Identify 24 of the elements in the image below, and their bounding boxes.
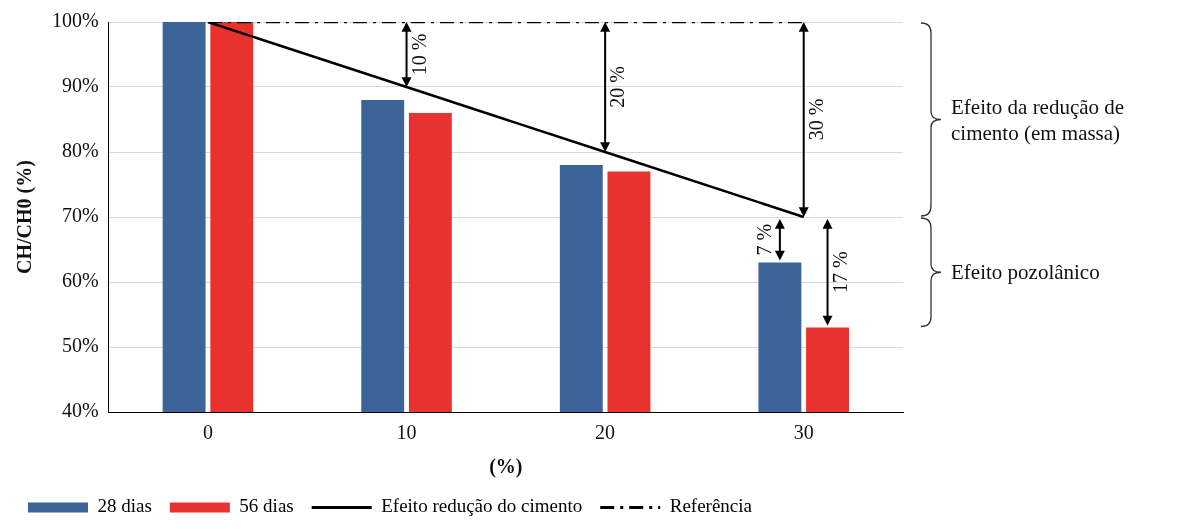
annotation: 17 % — [828, 251, 851, 294]
annotation: 10 % — [407, 33, 430, 76]
y-tick-label: 90% — [61, 74, 99, 97]
x-axis-title: (%) — [489, 455, 523, 479]
x-tick-label: 10 — [396, 421, 417, 444]
y-tick-label: 60% — [61, 269, 99, 292]
y-tick-label: 70% — [61, 204, 99, 227]
y-tick-label: 100% — [51, 9, 99, 32]
legend-label: 28 dias — [97, 495, 152, 517]
y-tick-label: 50% — [61, 334, 99, 357]
legend-label: Efeito redução do cimento — [381, 495, 583, 517]
y-tick-label: 40% — [61, 399, 99, 422]
y-axis-title: CH/CH0 (%) — [13, 160, 37, 274]
annotation: 30 % — [804, 98, 827, 141]
text: Efeito pozolânico — [951, 259, 1101, 286]
x-tick-label: 0 — [202, 421, 213, 444]
annotation: 20 % — [606, 66, 629, 108]
legend-label: Referência — [669, 495, 753, 517]
annotation: 7 % — [753, 223, 776, 256]
text: Efeito da redução de cimento (em massa) — [951, 93, 1126, 146]
legend-label: 56 dias — [239, 495, 294, 517]
y-tick-label: 80% — [61, 139, 99, 162]
x-tick-label: 20 — [595, 421, 616, 444]
x-tick-label: 30 — [793, 421, 814, 444]
